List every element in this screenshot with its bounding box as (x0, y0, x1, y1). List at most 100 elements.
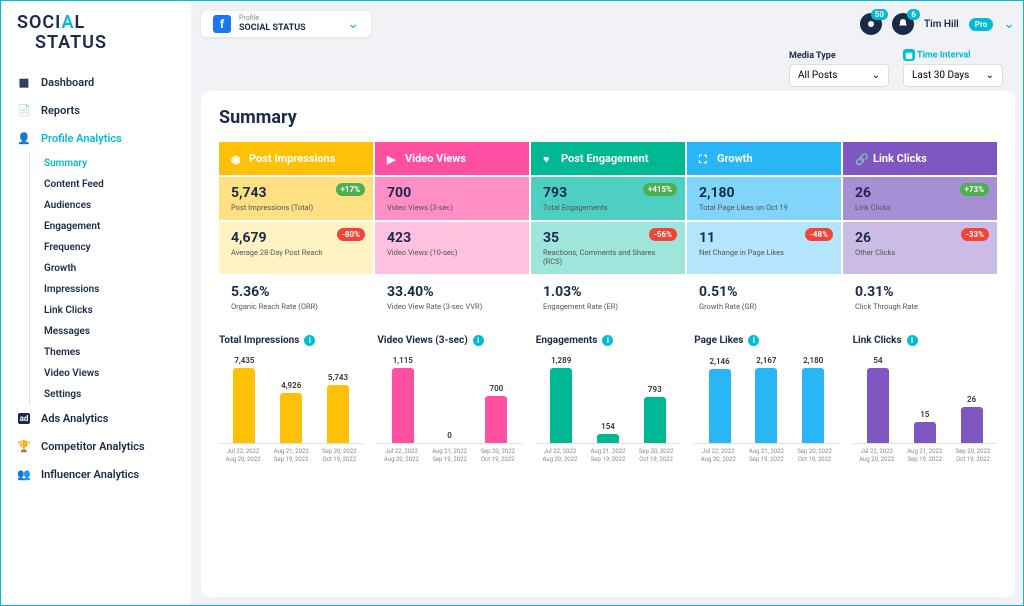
metric-value: 423 (387, 230, 517, 246)
nav-profile-analytics[interactable]: 👤Profile Analytics (1, 125, 191, 153)
metric-value: 33.40% (387, 284, 517, 300)
chart-2: Engagements i1,289154793Jul 22, 2022Aug … (536, 335, 680, 464)
metric-value: 0.31% (855, 284, 985, 300)
subnav-themes[interactable]: Themes (30, 342, 191, 363)
chevron-down-icon: ⌄ (986, 70, 994, 81)
profile-dropdown[interactable]: f Profile SOCIAL STATUS ⌄ (201, 11, 371, 37)
media-type-select[interactable]: All Posts⌄ (789, 64, 889, 87)
metric-header-4: 🔗Link Clicks (843, 142, 997, 175)
metric-label: Other Clicks (855, 248, 985, 257)
x-label: Sep 20, 2022Oct 19, 2022 (476, 448, 519, 464)
ads-icon: ad (17, 412, 31, 426)
metric-cell: 793Total Engagements+415% (531, 177, 685, 220)
user-name: Tim Hill (924, 19, 959, 30)
change-badge: -80% (337, 228, 365, 241)
subnav-content-feed[interactable]: Content Feed (30, 174, 191, 195)
subnav-impressions[interactable]: Impressions (30, 279, 191, 300)
subnav-settings[interactable]: Settings (30, 384, 191, 405)
time-interval-select[interactable]: Last 30 Days⌄ (903, 64, 1003, 87)
trophy-icon: 🏆 (17, 440, 31, 454)
bar: 154 (587, 422, 629, 443)
change-badge: +17% (336, 183, 365, 196)
change-badge: +415% (643, 183, 677, 196)
nav-dashboard[interactable]: ▦Dashboard (1, 69, 191, 97)
change-badge: -56% (649, 228, 677, 241)
logo: SOCIAL STATUS (1, 13, 191, 69)
metric-value: 5.36% (231, 284, 361, 300)
subnav-summary[interactable]: Summary (30, 153, 191, 174)
subnav-growth[interactable]: Growth (30, 258, 191, 279)
metric-label: Engagement Rate (ER) (543, 302, 673, 311)
info-icon[interactable]: i (602, 335, 613, 346)
user-menu-chevron-icon[interactable]: ⌄ (1003, 16, 1015, 32)
facebook-icon: f (213, 15, 231, 33)
metric-cell: 0.31%Click Through Rate (843, 276, 997, 319)
bar: 793 (634, 385, 676, 443)
metric-grid: ◉Post Impressions▶Video Views♥Post Engag… (219, 142, 997, 319)
info-icon[interactable]: i (304, 335, 315, 346)
fingerprint-icon: ◉ (231, 153, 243, 165)
subnav-frequency[interactable]: Frequency (30, 237, 191, 258)
sidebar: SOCIAL STATUS ▦Dashboard📄Reports👤Profile… (1, 1, 191, 605)
notification-badge-2[interactable]: 6 (892, 13, 914, 35)
metric-cell: 35Reactions, Comments and Shares (RCS)-5… (531, 222, 685, 274)
link-icon: 🔗 (855, 153, 867, 165)
x-label: Jul 22, 2022Aug 20, 2022 (380, 448, 423, 464)
change-badge: +73% (960, 183, 989, 196)
bar: 0 (429, 431, 471, 443)
subnav-video-views[interactable]: Video Views (30, 363, 191, 384)
info-icon[interactable]: i (748, 335, 759, 346)
heart-icon: ♥ (543, 153, 555, 165)
subnav-messages[interactable]: Messages (30, 321, 191, 342)
x-label: Sep 20, 2022Oct 19, 2022 (793, 448, 836, 464)
nav-reports[interactable]: 📄Reports (1, 97, 191, 125)
subnav-engagement[interactable]: Engagement (30, 216, 191, 237)
chevron-down-icon: ⌄ (347, 16, 359, 32)
nav-influencer-analytics[interactable]: 👥Influencer Analytics (1, 461, 191, 489)
info-icon[interactable]: i (907, 335, 918, 346)
metric-label: Post Impressions (Total) (231, 203, 361, 212)
metric-header-0: ◉Post Impressions (219, 142, 373, 175)
metric-cell: 5.36%Organic Reach Rate (ORR) (219, 276, 373, 319)
chart-1: Video Views (3-sec) i1,1150700Jul 22, 20… (377, 335, 521, 464)
x-label: Aug 21, 2022Sep 19, 2022 (903, 448, 946, 464)
play-icon: ▶ (387, 153, 399, 165)
info-icon[interactable]: i (473, 335, 484, 346)
metric-label: Video Views (3-sec) (387, 203, 517, 212)
subnav-link-clicks[interactable]: Link Clicks (30, 300, 191, 321)
x-label: Aug 21, 2022Sep 19, 2022 (428, 448, 471, 464)
main-panel: Summary ◉Post Impressions▶Video Views♥Po… (201, 91, 1015, 597)
subnav-audiences[interactable]: Audiences (30, 195, 191, 216)
people-icon: 👥 (17, 468, 31, 482)
metric-label: Net Change in Page Likes (699, 248, 829, 257)
x-label: Jul 22, 2022Aug 20, 2022 (697, 448, 740, 464)
bar: 15 (904, 410, 946, 443)
x-label: Jul 22, 2022Aug 20, 2022 (855, 448, 898, 464)
bar: 54 (857, 356, 899, 443)
metric-label: Total Page Likes on Oct 19 (699, 203, 829, 212)
metric-cell: 33.40%Video View Rate (3-sec VVR) (375, 276, 529, 319)
profile-icon: 👤 (17, 132, 31, 146)
bar: 26 (951, 395, 993, 443)
nav-competitor-analytics[interactable]: 🏆Competitor Analytics (1, 433, 191, 461)
bar: 700 (475, 384, 517, 443)
nav-ads-analytics[interactable]: adAds Analytics (1, 405, 191, 433)
plan-badge: Pro (969, 18, 993, 31)
dashboard-icon: ▦ (17, 76, 31, 90)
bar: 5,743 (317, 373, 359, 443)
metric-cell: 423Video Views (10-sec) (375, 222, 529, 274)
metric-value: 2,180 (699, 185, 829, 201)
x-label: Sep 20, 2022Oct 19, 2022 (951, 448, 994, 464)
metric-value: 700 (387, 185, 517, 201)
expand-icon: ⛶ (699, 153, 711, 165)
metric-cell: 700 Video Views (3-sec) (375, 177, 529, 220)
metric-cell: 26Link Clicks+73% (843, 177, 997, 220)
bar: 1,289 (540, 356, 582, 443)
metric-cell: 2,180 Total Page Likes on Oct 19 (687, 177, 841, 220)
chart-title: Page Likes i (694, 335, 838, 346)
page-title: Summary (219, 107, 997, 128)
x-label: Aug 21, 2022Sep 19, 2022 (745, 448, 788, 464)
metric-cell: 26Other Clicks-33% (843, 222, 997, 274)
notification-badge-1[interactable]: 50 (860, 13, 882, 35)
topbar: f Profile SOCIAL STATUS ⌄ 50 6 Tim Hill … (201, 7, 1015, 41)
